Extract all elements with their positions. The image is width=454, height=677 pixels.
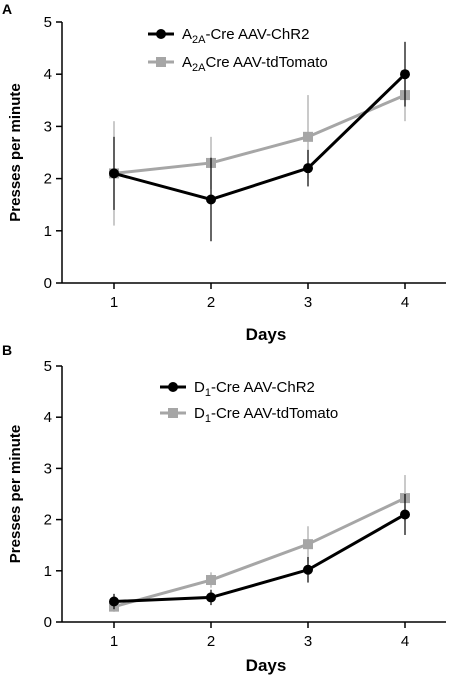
legend-entry: A2A-Cre AAV-ChR2 — [148, 26, 309, 46]
series-line — [113, 73, 407, 202]
x-axis-label: Days — [246, 656, 287, 675]
x-tick-label: 4 — [401, 294, 409, 311]
data-point — [303, 564, 313, 575]
panel-letter-a: A — [2, 1, 12, 17]
x-tick-label: 3 — [304, 633, 312, 650]
legend-entry: D1-Cre AAV-tdTomato — [160, 405, 338, 425]
y-axis-label: Presses per minute — [7, 425, 24, 563]
series-line — [113, 496, 406, 609]
x-tick-label: 2 — [207, 294, 215, 311]
series-tdtomato — [109, 475, 410, 612]
data-point — [109, 596, 119, 607]
legend-label: A2ACre AAV-tdTomato — [182, 54, 328, 74]
series-chr2 — [109, 41, 410, 242]
series-chr2 — [109, 494, 410, 610]
x-tick-label: 1 — [110, 294, 118, 311]
y-axis-label: Presses per minute — [7, 83, 24, 221]
y-tick-label: 1 — [44, 563, 52, 580]
chart-panel-b: 0 1 2 3 4 5 1 2 3 4 Days Presses per minute D1-Cre A… — [7, 358, 446, 675]
y-tick-label: 5 — [44, 358, 52, 375]
legend-label: D1-Cre AAV-tdTomato — [194, 405, 338, 425]
y-tick-label: 2 — [44, 171, 52, 188]
data-point — [206, 592, 216, 603]
y-tick-label: 3 — [44, 118, 52, 135]
legend-label: A2A-Cre AAV-ChR2 — [182, 26, 309, 46]
data-point — [206, 194, 216, 205]
y-tick-label: 4 — [44, 409, 52, 426]
data-point — [206, 575, 216, 586]
legend-entry: D1-Cre AAV-ChR2 — [160, 379, 315, 399]
data-point — [303, 539, 313, 550]
series-line — [113, 93, 406, 175]
series-line — [113, 513, 406, 604]
chart-panel-a: 0 1 2 3 4 5 1 2 3 4 Days Presses per minute A2A-Cre … — [7, 14, 446, 344]
data-point — [303, 163, 313, 174]
x-tick-label: 1 — [110, 633, 118, 650]
legend-entry: A2ACre AAV-tdTomato — [148, 54, 328, 74]
data-point — [109, 168, 119, 179]
y-tick-label: 4 — [44, 66, 52, 83]
legend-swatch-marker — [156, 29, 166, 39]
data-point — [303, 131, 313, 142]
x-axis-label: Days — [246, 325, 287, 344]
y-tick-label: 2 — [44, 512, 52, 529]
legend-swatch-marker — [156, 57, 166, 67]
series-tdtomato — [109, 68, 410, 226]
x-tick-label: 4 — [401, 633, 409, 650]
x-tick-label: 3 — [304, 294, 312, 311]
panel-letter-b: B — [2, 342, 12, 358]
data-point — [400, 509, 410, 520]
legend-label: D1-Cre AAV-ChR2 — [194, 379, 315, 399]
y-tick-label: 1 — [44, 223, 52, 240]
y-tick-label: 0 — [44, 614, 52, 631]
legend-swatch-marker — [168, 382, 178, 392]
legend-swatch-marker — [168, 408, 178, 418]
y-tick-label: 3 — [44, 460, 52, 477]
x-tick-label: 2 — [207, 633, 215, 650]
y-tick-label: 5 — [44, 14, 52, 31]
y-tick-label: 0 — [44, 275, 52, 292]
data-point — [400, 69, 410, 80]
